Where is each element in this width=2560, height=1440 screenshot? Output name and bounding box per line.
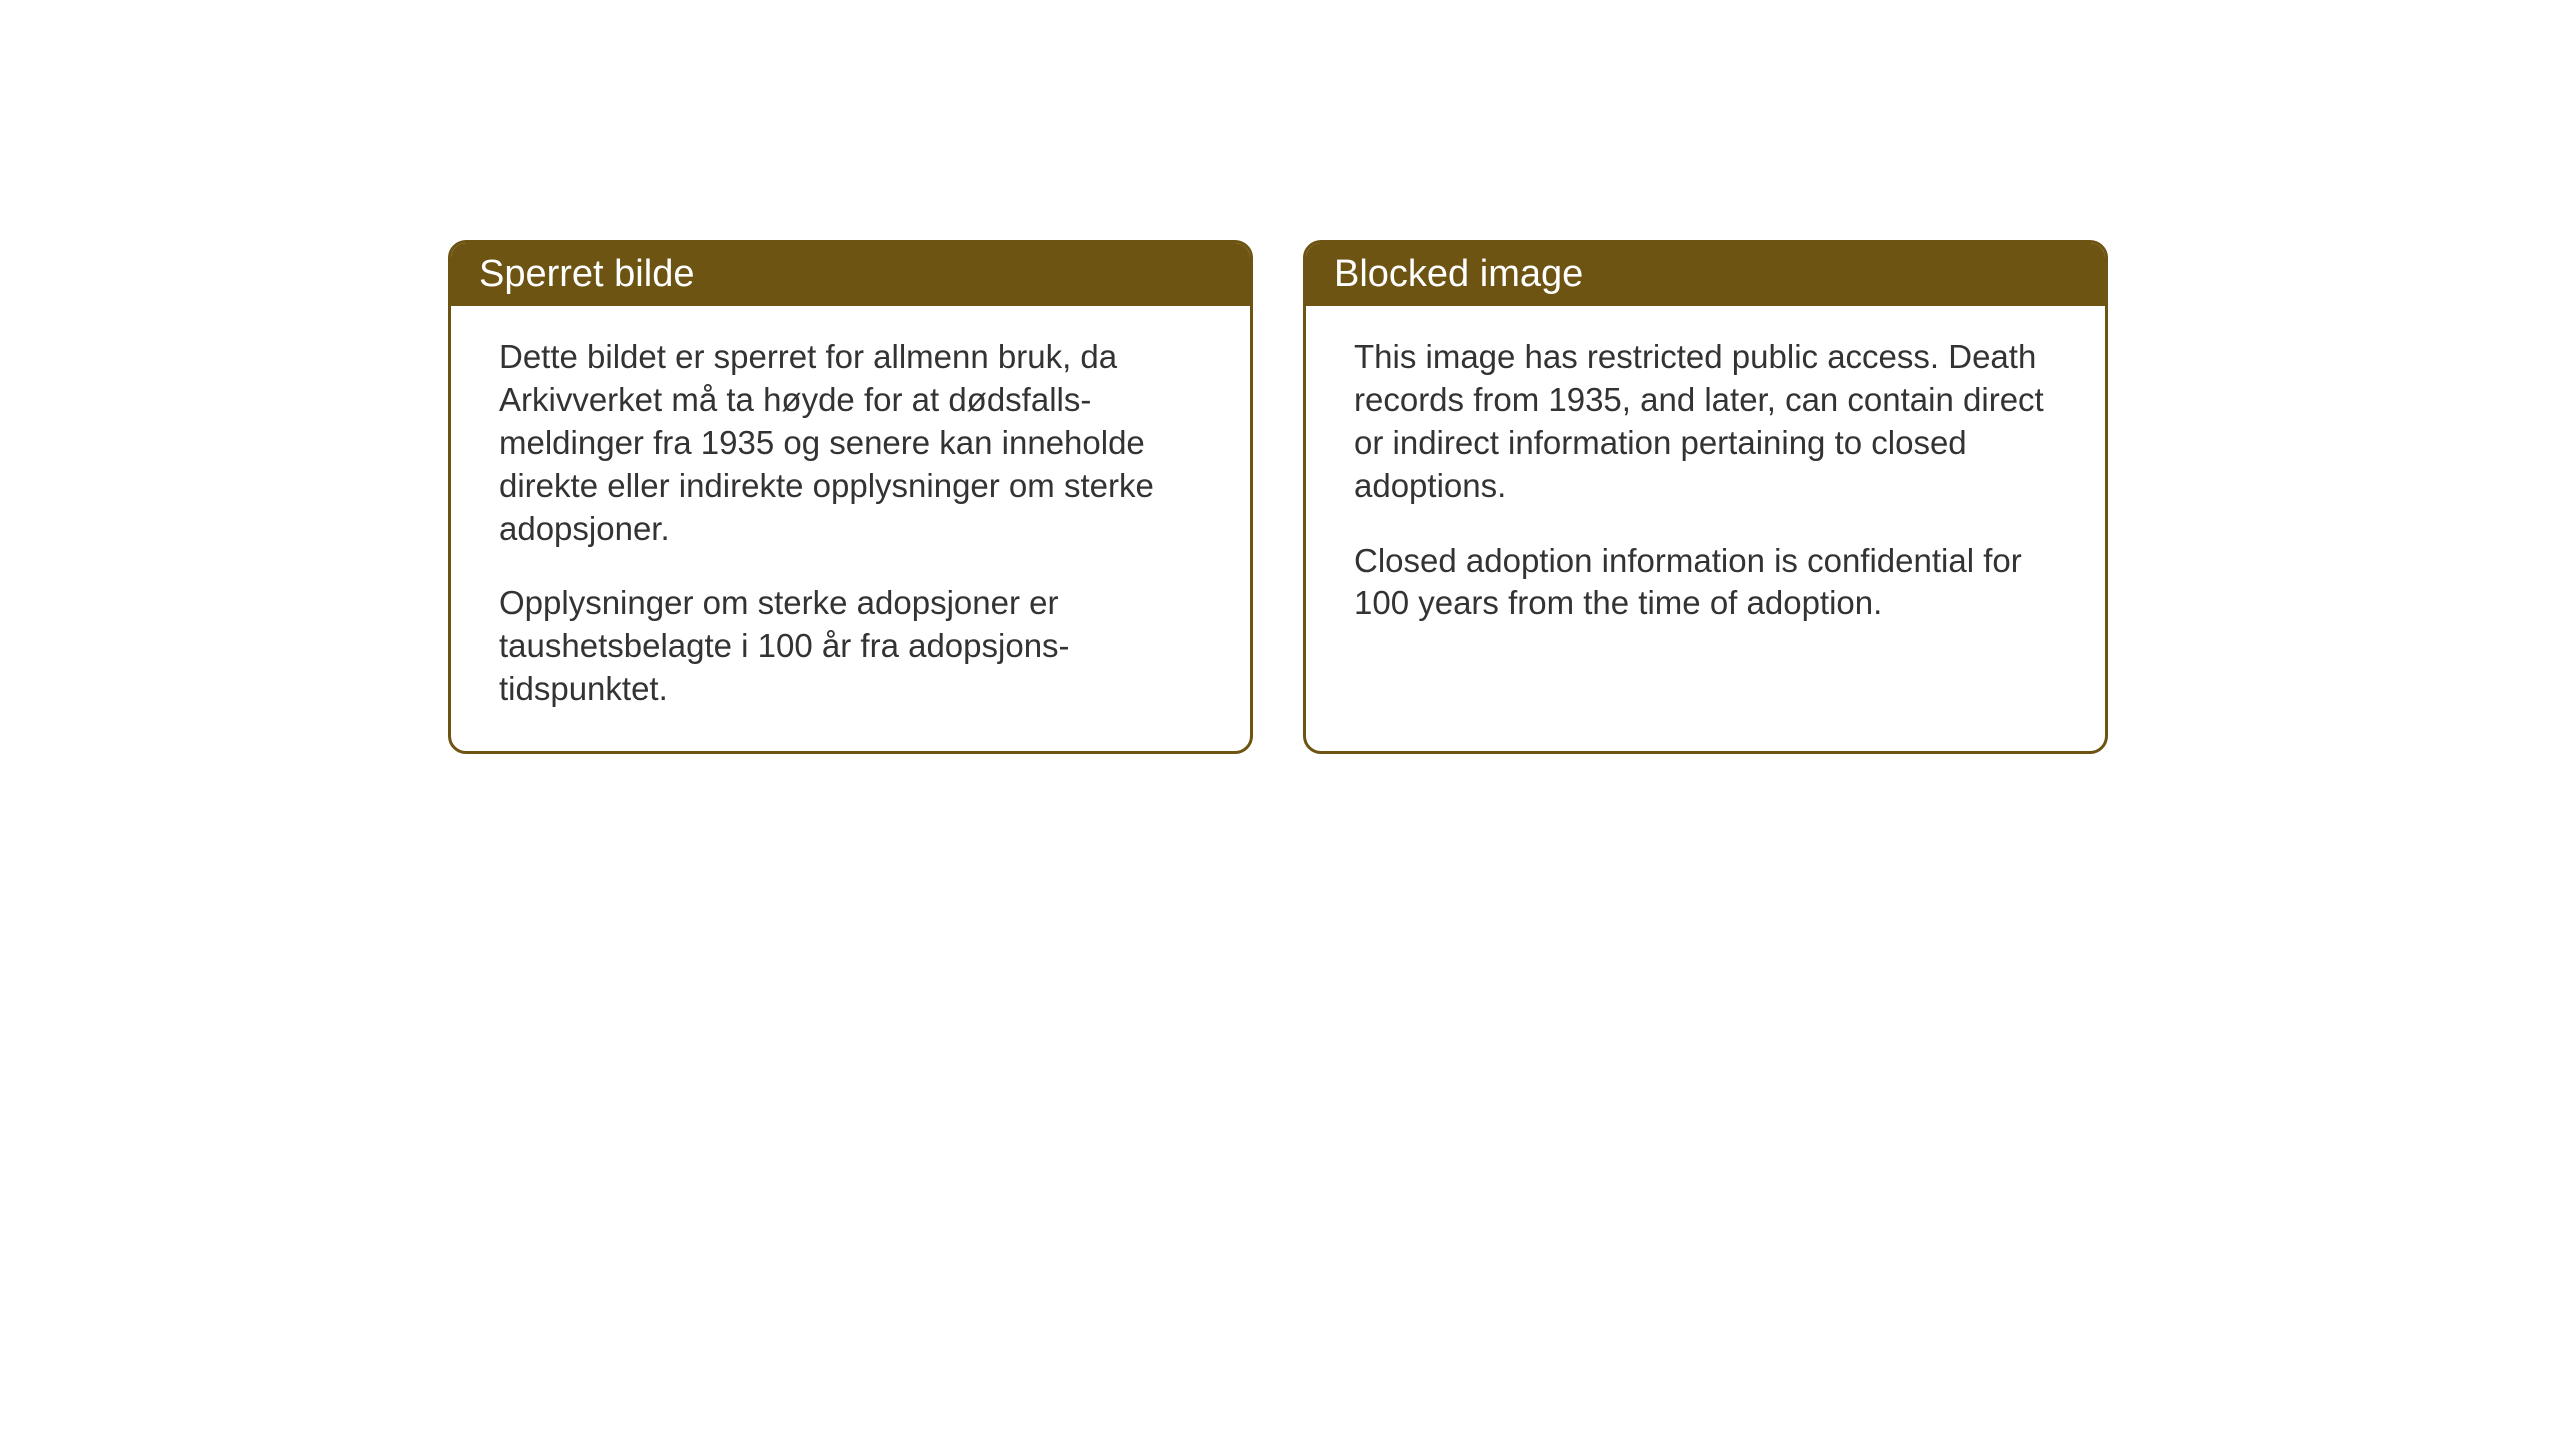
card-header-english: Blocked image — [1306, 243, 2105, 306]
card-title-english: Blocked image — [1334, 253, 1583, 295]
cards-container: Sperret bilde Dette bildet er sperret fo… — [0, 0, 2560, 754]
card-body-english: This image has restricted public access.… — [1306, 306, 2105, 697]
card-paragraph-1-english: This image has restricted public access.… — [1354, 336, 2057, 508]
card-paragraph-2-english: Closed adoption information is confident… — [1354, 540, 2057, 626]
card-paragraph-1-norwegian: Dette bildet er sperret for allmenn bruk… — [499, 336, 1202, 550]
card-norwegian: Sperret bilde Dette bildet er sperret fo… — [448, 240, 1253, 754]
card-paragraph-2-norwegian: Opplysninger om sterke adopsjoner er tau… — [499, 582, 1202, 711]
card-body-norwegian: Dette bildet er sperret for allmenn bruk… — [451, 306, 1250, 751]
card-header-norwegian: Sperret bilde — [451, 243, 1250, 306]
card-title-norwegian: Sperret bilde — [479, 253, 694, 295]
card-english: Blocked image This image has restricted … — [1303, 240, 2108, 754]
